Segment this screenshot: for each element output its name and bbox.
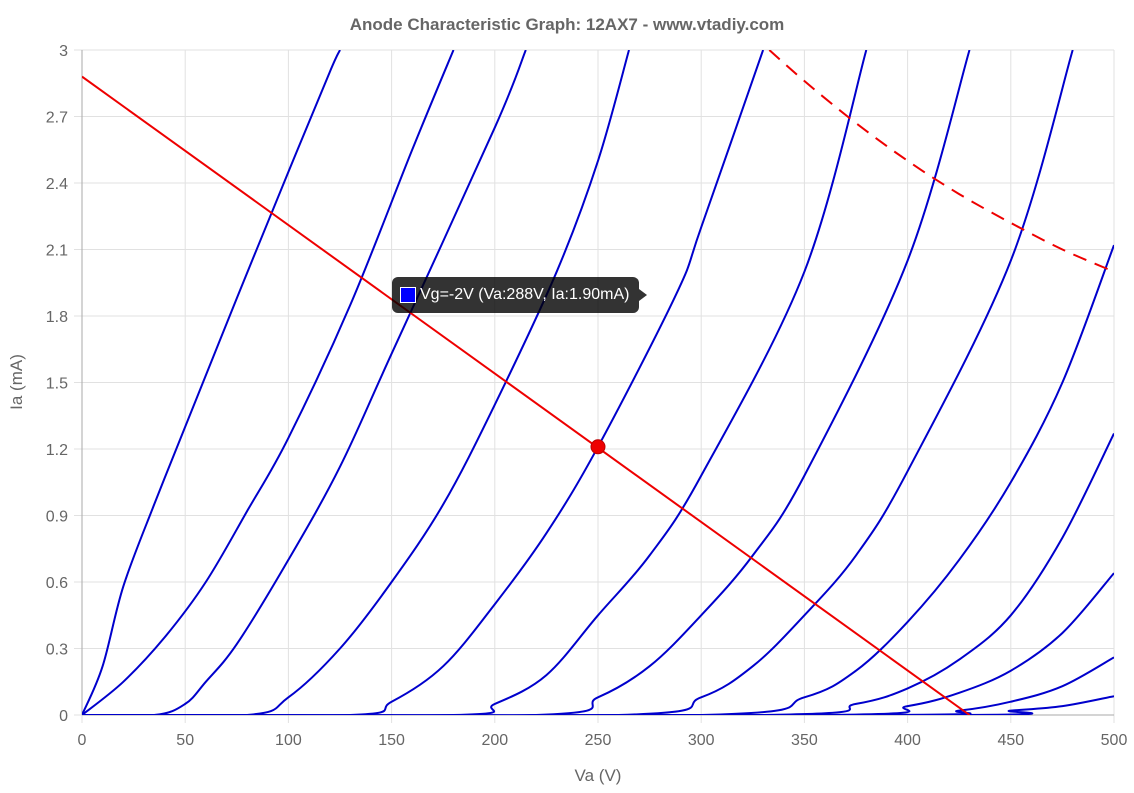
x-tick-label: 50 (176, 732, 194, 749)
x-tick-label: 300 (688, 732, 715, 749)
load-line (82, 75, 971, 715)
y-tick-label: 0.9 (46, 509, 68, 526)
y-axis-title: Ia (mA) (7, 354, 26, 410)
x-tick-label: 0 (78, 732, 87, 749)
x-tick-label: 400 (894, 732, 921, 749)
y-tick-label: 1.2 (46, 442, 68, 459)
grid-curve-12 (82, 695, 1114, 715)
grid-curve-9 (82, 433, 1114, 715)
grid-lines (74, 49, 1115, 723)
grid-curve-3 (82, 50, 630, 715)
tooltip-text: Vg=-2V (Va:288V, Ia:1.90mA) (420, 286, 630, 303)
y-tick-label: 1.8 (46, 309, 68, 326)
y-tick-label: 3 (59, 43, 68, 60)
y-tick-label: 2.4 (46, 176, 68, 193)
chart-title: Anode Characteristic Graph: 12AX7 - www.… (350, 15, 785, 34)
grid-curve-2 (82, 50, 527, 715)
x-axis-title: Va (V) (575, 766, 622, 785)
y-tick-label: 0.3 (46, 642, 68, 659)
data-point-tooltip: Vg=-2V (Va:288V, Ia:1.90mA) (392, 277, 648, 313)
grid-curve-1 (82, 50, 455, 715)
x-tick-label: 500 (1101, 732, 1128, 749)
grid-curve-6 (82, 50, 971, 715)
y-tick-label: 2.1 (46, 243, 68, 260)
grid-curve-11 (82, 656, 1114, 715)
x-tick-label: 450 (997, 732, 1024, 749)
x-tick-label: 200 (481, 732, 508, 749)
operating-point[interactable] (590, 439, 606, 455)
load-line-overlay (82, 50, 1114, 715)
grid-curve-8 (82, 244, 1114, 715)
grid-curve-0 (82, 50, 341, 715)
x-tick-label: 350 (791, 732, 818, 749)
x-tick-label: 250 (585, 732, 612, 749)
x-tick-label: 100 (275, 732, 302, 749)
grid-curve-7 (82, 50, 1074, 715)
x-axis-ticks: 0 50 100 150 200 250 300 350 400 450 500 (78, 732, 1128, 749)
y-axis-ticks: 0 0.3 0.6 0.9 1.2 1.5 1.8 2.1 2.4 2.7 3 (46, 43, 68, 725)
grid-voltage-curves (82, 50, 1114, 715)
grid-curve-10 (82, 572, 1114, 715)
y-tick-label: 0 (59, 708, 68, 725)
y-tick-label: 0.6 (46, 575, 68, 592)
series-color-swatch (400, 287, 416, 303)
max-dissipation-curve (768, 50, 1114, 273)
x-tick-label: 150 (378, 732, 405, 749)
grid-curve-5 (82, 50, 868, 715)
y-tick-label: 1.5 (46, 376, 68, 393)
y-tick-label: 2.7 (46, 110, 68, 127)
